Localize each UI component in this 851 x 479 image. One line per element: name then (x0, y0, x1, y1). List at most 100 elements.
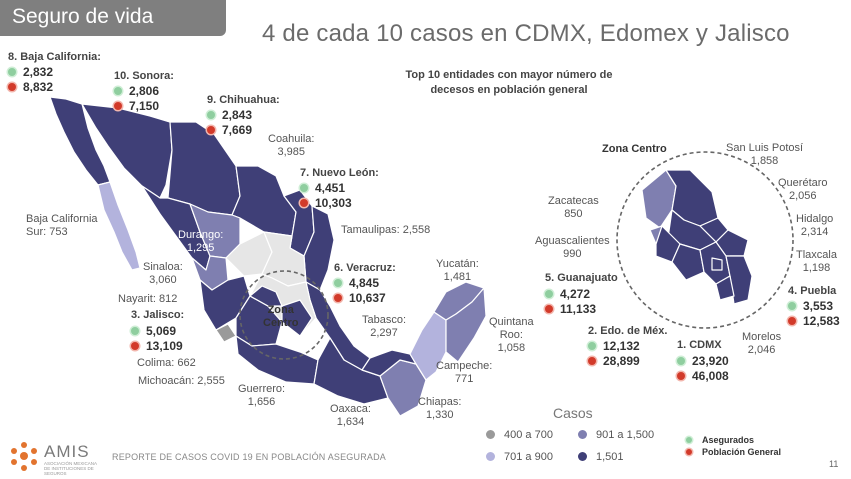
top10-asegurados-cdmx: 23,920 (677, 354, 729, 368)
label-bcs: Baja California Sur: 753 (26, 213, 98, 238)
page-number: 11 (829, 459, 839, 469)
state-edomex-cdmx (281, 299, 313, 337)
label-tabasco: Tabasco: 2,297 (362, 314, 407, 339)
top10-asegurados-chihuahua: 2,843 (207, 108, 252, 122)
asegurados-dot-icon (131, 326, 139, 335)
top10-asegurados-baja-california: 2,832 (8, 65, 53, 79)
top10-name-baja-california: 8. Baja California: (8, 51, 101, 63)
state-sonora (81, 103, 173, 199)
top10-poblacion-guanajuato: 11,133 (545, 302, 596, 316)
poblacion-dot-icon (677, 371, 685, 380)
top10-name-veracruz: 6. Veracruz: (334, 262, 396, 274)
label-tamaulipas: Tamaulipas: 2,558 (341, 224, 431, 236)
label-durango: Durango: 1,295 (178, 229, 224, 254)
inset-zona-centro-circle (616, 151, 794, 329)
asegurados-dot-icon (588, 341, 596, 350)
top10-name-chihuahua: 9. Chihuahua: (207, 94, 280, 106)
legend-item-1501: 1,501 (578, 451, 624, 463)
top10-poblacion-baja-california: 8,832 (8, 80, 53, 94)
label-zacatecas: Zacatecas 850 (548, 195, 599, 220)
poblacion-dot-icon (545, 304, 553, 313)
inset-cdmx (711, 257, 723, 271)
label-sinaloa: Sinaloa: 3,060 (143, 261, 183, 286)
asegurados-dot-icon (114, 86, 122, 95)
label-coahuila: Coahuila: 3,985 (268, 133, 315, 158)
asegurados-dot-icon (677, 356, 685, 365)
poblacion-dot-icon (334, 293, 342, 302)
state-coahuila (231, 165, 297, 237)
top10-name-guanajuato: 5. Guanajuato (545, 272, 618, 284)
legend-poblacion: Población General (686, 447, 781, 457)
label-chiapas: Chiapas: 1,330 (418, 396, 462, 421)
page-title: 4 de cada 10 casos en CDMX, Edomex y Jal… (262, 20, 790, 47)
state-baja-california-sur (97, 181, 141, 271)
top10-name-sonora: 10. Sonora: (114, 70, 174, 82)
asegurados-dot-icon (8, 67, 16, 76)
poblacion-dot-icon (686, 448, 692, 455)
top10-asegurados-edomex: 12,132 (588, 339, 640, 353)
legend-swatch (486, 429, 495, 439)
poblacion-dot-icon (300, 198, 308, 207)
top10-asegurados-guanajuato: 4,272 (545, 287, 590, 301)
inset-zona-centro-title: Zona Centro (602, 143, 667, 155)
top10-poblacion-cdmx: 46,008 (677, 369, 729, 383)
label-guerrero: Guerrero: 1,656 (238, 383, 286, 408)
top10-asegurados-sonora: 2,806 (114, 84, 159, 98)
poblacion-dot-icon (8, 82, 16, 91)
top10-poblacion-edomex: 28,899 (588, 354, 640, 368)
asegurados-dot-icon (334, 278, 342, 287)
poblacion-dot-icon (207, 125, 215, 134)
poblacion-dot-icon (131, 341, 139, 350)
label-oaxaca: Oaxaca: 1,634 (330, 403, 371, 428)
top10-poblacion-veracruz: 10,637 (334, 291, 386, 305)
poblacion-dot-icon (588, 356, 596, 365)
legend-item-901-1500: 901 a 1,500 (578, 429, 654, 441)
map-zona-centro-label: Zona Centro (263, 304, 298, 330)
top10-poblacion-sonora: 7,150 (114, 99, 159, 113)
top10-asegurados-nuevo-leon: 4,451 (300, 181, 345, 195)
top10-asegurados-puebla: 3,553 (788, 299, 833, 313)
footer-org-sub: ASOCIACIÓN MEXICANA DE INSTITUCIONES DE … (44, 461, 97, 476)
label-michoacan: Michoacán: 2,555 (138, 375, 225, 387)
top10-name-cdmx: 1. CDMX (677, 339, 722, 351)
top10-name-jalisco: 3. Jalisco: (131, 309, 185, 321)
label-hidalgo: Hidalgo 2,314 (796, 213, 834, 238)
top10-name-edomex: 2. Edo. de Méx. (588, 325, 668, 337)
label-yucatan: Yucatán: 1,481 (436, 258, 479, 283)
map-zona-centro-circle (239, 270, 329, 360)
footer-org: AMIS (44, 442, 90, 461)
footer-report: REPORTE DE CASOS COVID 19 EN POBLACIÓN A… (112, 452, 387, 462)
label-quintana-roo: Quintana Roo: 1,058 (489, 316, 534, 354)
top10-poblacion-jalisco: 13,109 (131, 339, 183, 353)
legend-swatch (486, 451, 495, 461)
inset-morelos (715, 275, 735, 301)
label-colima: Colima: 662 (137, 357, 196, 369)
chart-subtitle: Top 10 entidades con mayor número de dec… (405, 69, 613, 96)
state-guanajuato (249, 285, 283, 307)
inset-jalisco-part (655, 225, 681, 263)
top10-asegurados-jalisco: 5,069 (131, 324, 176, 338)
label-queretaro: Querétaro 2,056 (778, 177, 828, 202)
legend-title: Casos (553, 405, 593, 421)
asegurados-dot-icon (545, 289, 553, 298)
label-slp: San Luis Potosí 1,858 (726, 142, 804, 167)
poblacion-dot-icon (114, 101, 122, 110)
top10-name-puebla: 4. Puebla (788, 285, 837, 297)
label-morelos: Morelos 2,046 (742, 331, 782, 356)
legend-item-400-700: 400 a 700 (486, 429, 553, 441)
top10-poblacion-chihuahua: 7,669 (207, 123, 252, 137)
legend-asegurados: Asegurados (686, 435, 754, 445)
asegurados-dot-icon (788, 301, 796, 310)
label-aguascalientes: Aguascalientes 990 (535, 235, 610, 260)
amis-logo-icon (11, 442, 37, 471)
label-nayarit: Nayarit: 812 (118, 293, 178, 305)
top10-poblacion-nuevo-leon: 10,303 (300, 196, 352, 210)
legend-swatch (578, 451, 587, 461)
top10-poblacion-puebla: 12,583 (788, 314, 840, 328)
state-guerrero (235, 335, 319, 385)
asegurados-dot-icon (300, 183, 308, 192)
legend-swatch (578, 429, 587, 439)
header-tab-label: Seguro de vida (12, 5, 154, 28)
state-quintana-roo (445, 287, 487, 363)
